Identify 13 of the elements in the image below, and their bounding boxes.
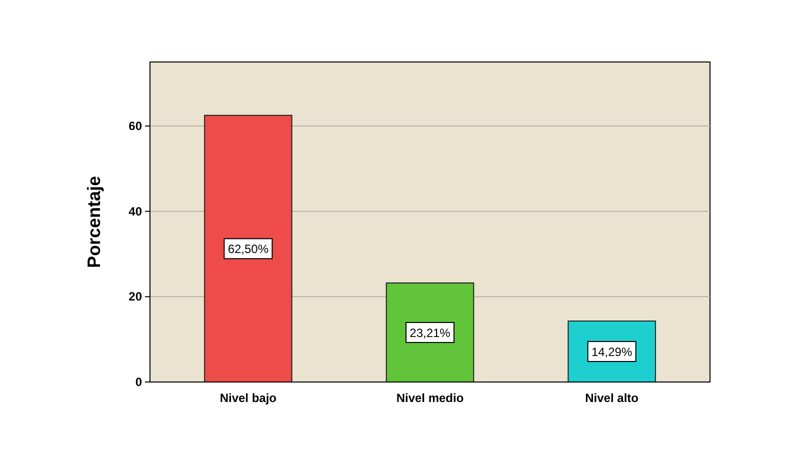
data-label: 23,21% (410, 326, 451, 340)
data-label: 62,50% (228, 242, 269, 256)
x-tick-label: Nivel medio (396, 391, 464, 405)
x-tick-label: Nivel alto (585, 391, 638, 405)
y-axis-title: Porcentaje (84, 176, 104, 268)
y-tick-label: 40 (128, 204, 142, 218)
y-tick-label: 60 (128, 119, 142, 133)
y-tick-label: 20 (128, 290, 142, 304)
y-tick-label: 0 (135, 375, 142, 389)
data-label: 14,29% (591, 345, 632, 360)
x-tick-label: Nivel bajo (220, 391, 277, 405)
bar (204, 114, 292, 382)
bar (386, 282, 474, 382)
